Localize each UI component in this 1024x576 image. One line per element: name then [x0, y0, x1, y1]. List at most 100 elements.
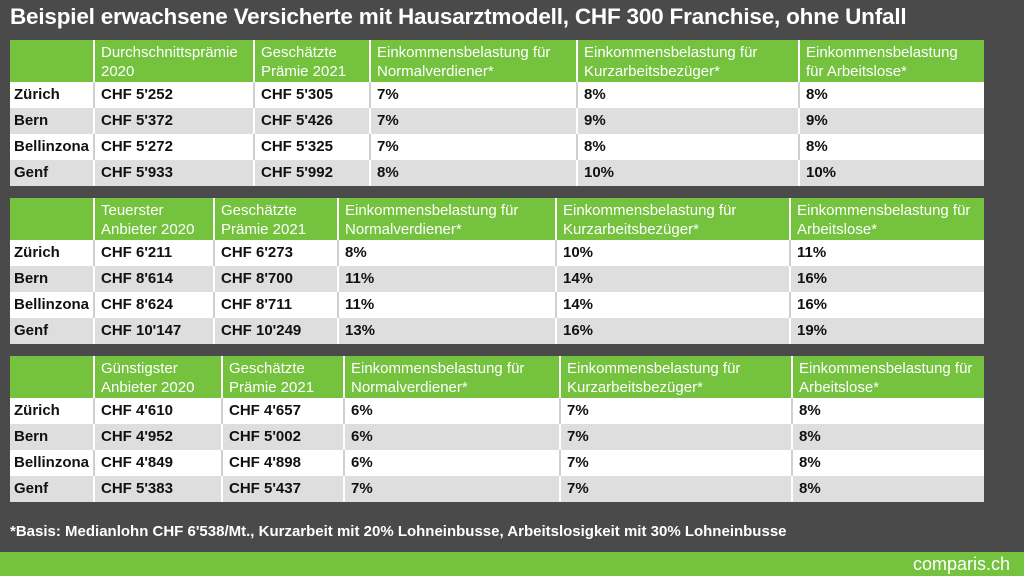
table-row: Genf CHF 5'933 CHF 5'992 8% 10% 10% [10, 160, 984, 186]
table-row: Bellinzona CHF 8'624 CHF 8'711 11% 14% 1… [10, 292, 984, 318]
table-cell: 10% [799, 160, 984, 186]
table-header-row: Durchschnittsprämie 2020 Geschätzte Präm… [10, 40, 984, 82]
city-cell: Genf [10, 476, 95, 502]
table-cell: 8% [338, 240, 557, 266]
city-cell: Bern [10, 424, 95, 450]
table-row: Bern CHF 4'952 CHF 5'002 6% 7% 8% [10, 424, 984, 450]
table-cell: 8% [792, 450, 984, 476]
table-cell: CHF 5'992 [254, 160, 371, 186]
table-cell: 8% [792, 476, 984, 502]
header-cell: Teuerster Anbieter 2020 [94, 198, 215, 240]
city-cell: Bellinzona [10, 134, 95, 160]
city-cell: Bellinzona [10, 450, 95, 476]
table-cell: 11% [790, 240, 984, 266]
table-cell: CHF 4'657 [222, 398, 345, 424]
table-row: Bellinzona CHF 4'849 CHF 4'898 6% 7% 8% [10, 450, 984, 476]
table-cell: 11% [338, 292, 557, 318]
table-cell: CHF 5'325 [254, 134, 371, 160]
table-cell: CHF 10'249 [214, 318, 339, 344]
table-cell: 14% [556, 266, 791, 292]
header-cell: Einkommensbelastung für Arbeitslose* [792, 356, 984, 398]
bottom-bar: comparis.ch [0, 552, 1024, 576]
header-cell: Geschätzte Prämie 2021 [222, 356, 345, 398]
table-cell: 7% [370, 108, 578, 134]
table-cell: 16% [790, 292, 984, 318]
table-cell: 7% [370, 134, 578, 160]
table-cell: CHF 10'147 [94, 318, 215, 344]
city-cell: Bern [10, 266, 95, 292]
header-cell [10, 198, 95, 240]
footnote: *Basis: Medianlohn CHF 6'538/Mt., Kurzar… [10, 523, 787, 540]
table-cell: CHF 4'849 [94, 450, 223, 476]
table-cheapest: Günstigster Anbieter 2020 Geschätzte Prä… [10, 356, 984, 502]
table-most-expensive: Teuerster Anbieter 2020 Geschätzte Prämi… [10, 198, 984, 344]
city-cell: Bellinzona [10, 292, 95, 318]
header-cell: Einkommensbelastung für Normalverdiener* [338, 198, 557, 240]
table-cell: 11% [338, 266, 557, 292]
table-cell: CHF 5'372 [94, 108, 255, 134]
table-cell: 8% [792, 424, 984, 450]
table-cell: CHF 4'898 [222, 450, 345, 476]
table-cell: CHF 5'426 [254, 108, 371, 134]
table-cell: 16% [790, 266, 984, 292]
table-cell: 6% [344, 398, 561, 424]
table-cell: CHF 8'711 [214, 292, 339, 318]
table-cell: 9% [577, 108, 800, 134]
table-cell: CHF 5'272 [94, 134, 255, 160]
table-row: Zürich CHF 4'610 CHF 4'657 6% 7% 8% [10, 398, 984, 424]
table-header-row: Günstigster Anbieter 2020 Geschätzte Prä… [10, 356, 984, 398]
header-cell: Einkommensbelastung für Normalverdiener* [370, 40, 578, 82]
header-cell: Durchschnittsprämie 2020 [94, 40, 255, 82]
table-cell: 8% [799, 134, 984, 160]
table-cell: 7% [560, 424, 793, 450]
table-cell: 8% [577, 82, 800, 108]
table-cell: 8% [577, 134, 800, 160]
table-cell: 14% [556, 292, 791, 318]
table-cell: 8% [370, 160, 578, 186]
table-cell: 10% [556, 240, 791, 266]
city-cell: Bern [10, 108, 95, 134]
table-cell: CHF 4'610 [94, 398, 223, 424]
table-average-premium: Durchschnittsprämie 2020 Geschätzte Präm… [10, 40, 984, 186]
header-cell: Einkommensbelastung für Normalverdiener* [344, 356, 561, 398]
table-cell: 7% [560, 398, 793, 424]
city-cell: Zürich [10, 240, 95, 266]
table-cell: CHF 5'383 [94, 476, 223, 502]
table-cell: CHF 8'624 [94, 292, 215, 318]
header-cell: Geschätzte Prämie 2021 [254, 40, 371, 82]
table-row: Bellinzona CHF 5'272 CHF 5'325 7% 8% 8% [10, 134, 984, 160]
header-cell [10, 40, 95, 82]
table-cell: CHF 4'952 [94, 424, 223, 450]
table-cell: 7% [344, 476, 561, 502]
header-cell: Einkommensbelastung für Kurzarbeitsbezüg… [556, 198, 791, 240]
table-cell: CHF 5'933 [94, 160, 255, 186]
header-cell: Einkommensbelastung für Arbeitslose* [790, 198, 984, 240]
city-cell: Zürich [10, 82, 95, 108]
table-cell: 7% [560, 450, 793, 476]
table-cell: 9% [799, 108, 984, 134]
table-cell: CHF 5'252 [94, 82, 255, 108]
table-row: Bern CHF 5'372 CHF 5'426 7% 9% 9% [10, 108, 984, 134]
table-cell: CHF 6'273 [214, 240, 339, 266]
table-cell: CHF 6'211 [94, 240, 215, 266]
table-row: Genf CHF 10'147 CHF 10'249 13% 16% 19% [10, 318, 984, 344]
table-cell: 8% [792, 398, 984, 424]
table-cell: 7% [370, 82, 578, 108]
header-cell: Geschätzte Prämie 2021 [214, 198, 339, 240]
table-cell: CHF 8'700 [214, 266, 339, 292]
table-cell: CHF 5'002 [222, 424, 345, 450]
header-cell: Einkommensbelastung für Kurzarbeitsbezüg… [560, 356, 793, 398]
table-cell: 19% [790, 318, 984, 344]
header-cell: Günstigster Anbieter 2020 [94, 356, 223, 398]
table-cell: 6% [344, 424, 561, 450]
header-cell: Einkommensbelastung für Kurzarbeitsbezüg… [577, 40, 800, 82]
table-header-row: Teuerster Anbieter 2020 Geschätzte Prämi… [10, 198, 984, 240]
table-row: Genf CHF 5'383 CHF 5'437 7% 7% 8% [10, 476, 984, 502]
comparis-logo: comparis.ch [912, 554, 1010, 574]
table-cell: 8% [799, 82, 984, 108]
table-cell: 7% [560, 476, 793, 502]
table-cell: 6% [344, 450, 561, 476]
city-cell: Genf [10, 318, 95, 344]
table-cell: CHF 5'305 [254, 82, 371, 108]
table-row: Zürich CHF 5'252 CHF 5'305 7% 8% 8% [10, 82, 984, 108]
